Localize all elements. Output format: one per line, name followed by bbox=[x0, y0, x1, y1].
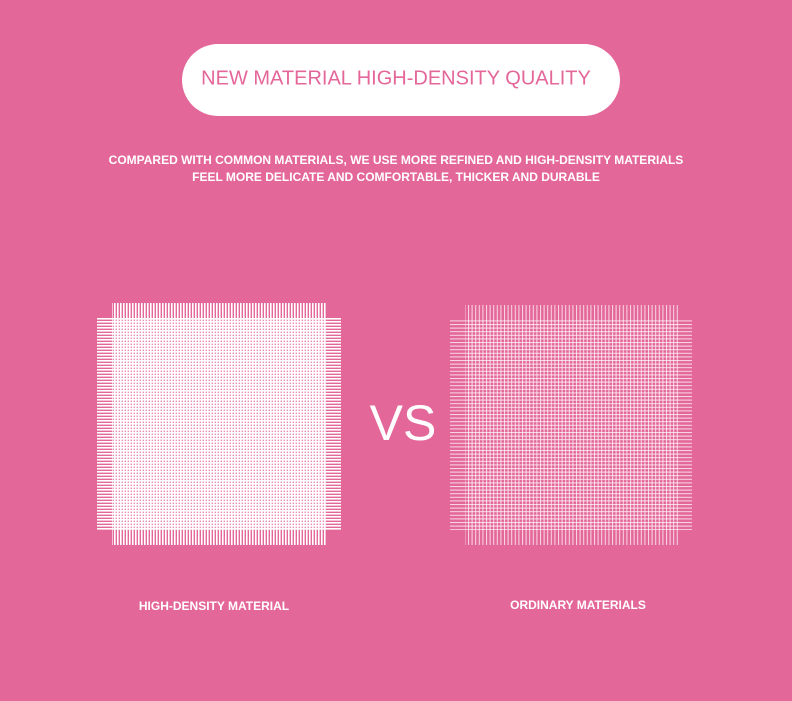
subtitle-line: FEEL MORE DELICATE AND COMFORTABLE, THIC… bbox=[192, 170, 600, 184]
vs-label: VS bbox=[370, 395, 437, 451]
subtitle-line: COMPARED WITH COMMON MATERIALS, WE USE M… bbox=[109, 153, 684, 167]
sparse-mesh bbox=[450, 305, 692, 545]
mesh-weft bbox=[97, 318, 341, 530]
dense-mesh bbox=[97, 303, 341, 545]
title: NEW MATERIAL HIGH-DENSITY QUALITY bbox=[201, 67, 591, 89]
title-pill bbox=[182, 44, 620, 116]
mesh-core bbox=[112, 318, 326, 530]
mesh-weft bbox=[450, 318, 692, 530]
right-label: ORDINARY MATERIALS bbox=[510, 598, 646, 612]
left-label: HIGH-DENSITY MATERIAL bbox=[139, 599, 289, 613]
